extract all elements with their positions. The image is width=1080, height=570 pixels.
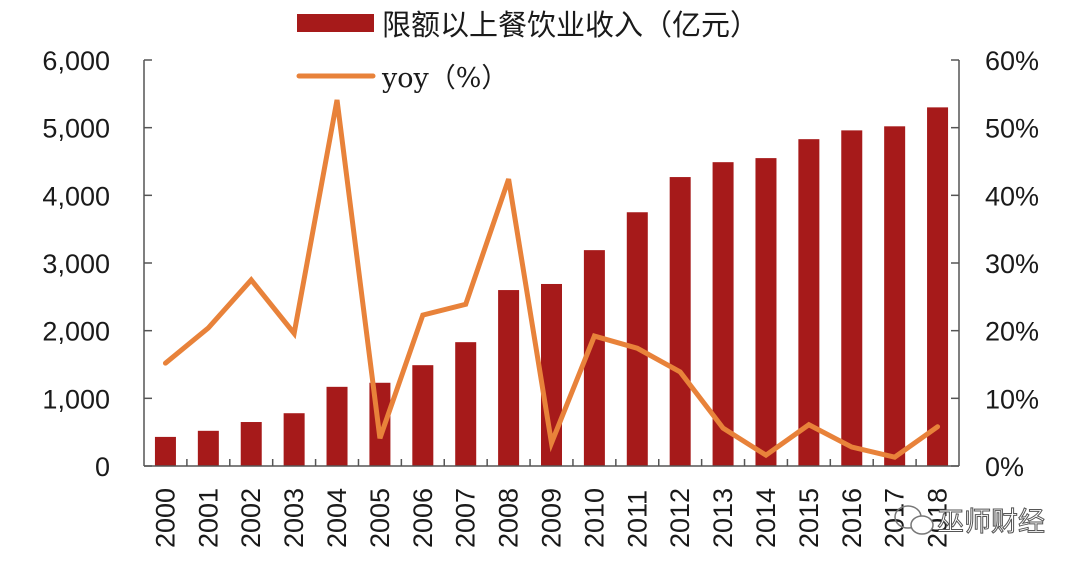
x-tick-label: 2016 <box>837 488 867 548</box>
x-tick-label: 2011 <box>622 490 652 548</box>
bar-2000 <box>154 436 176 466</box>
x-tick-label: 2003 <box>279 488 309 548</box>
right-axis-ticks: 0% 10% 20% 30% 40% 50% 60% <box>951 46 1039 482</box>
bar-2011 <box>626 212 648 466</box>
bar-2004 <box>326 386 348 466</box>
x-tick-label: 2010 <box>579 488 609 548</box>
x-tick-label: 2014 <box>751 488 781 548</box>
bar-2017 <box>884 126 906 467</box>
left-tick-label: 0 <box>95 452 110 482</box>
right-tick-label: 50% <box>985 114 1039 144</box>
right-tick-label: 30% <box>985 249 1039 279</box>
bar-2012 <box>669 177 691 466</box>
x-tick-label: 2006 <box>408 488 438 548</box>
bar-2007 <box>455 342 477 466</box>
right-tick-label: 40% <box>985 181 1039 211</box>
bar-2016 <box>841 130 863 466</box>
x-tick-label: 2015 <box>794 488 824 548</box>
bar-2013 <box>712 162 734 466</box>
line-series <box>162 99 941 460</box>
x-tick-label: 2001 <box>193 488 223 548</box>
bar-2002 <box>240 422 262 466</box>
right-tick-label: 20% <box>985 317 1039 347</box>
legend-bar-label: 限额以上餐饮业收入（亿元） <box>382 8 759 42</box>
legend-bar-swatch <box>297 14 374 32</box>
x-tick-label: 2012 <box>665 488 695 548</box>
x-tick-label: 2008 <box>494 488 524 548</box>
x-axis-ticks: 2000 2001 2002 2003 2004 2005 2006 2007 2008 2009… <box>150 459 953 548</box>
left-tick-label: 6,000 <box>42 46 110 76</box>
bar-2008 <box>498 290 520 466</box>
bar-2018 <box>927 107 949 466</box>
left-tick-label: 2,000 <box>42 317 110 347</box>
x-tick-label: 2007 <box>451 488 481 548</box>
watermark-text: 巫师财经 <box>937 507 1045 538</box>
bar-2003 <box>283 413 305 466</box>
x-tick-label: 2004 <box>322 488 352 548</box>
bar-2015 <box>798 139 820 467</box>
x-tick-label: 2005 <box>365 488 395 548</box>
legend-line-label: yoy（%） <box>381 63 508 94</box>
right-tick-label: 60% <box>985 46 1039 76</box>
left-tick-label: 1,000 <box>42 384 110 414</box>
left-tick-label: 3,000 <box>42 249 110 279</box>
watermark: 巫师财经 <box>894 505 1046 539</box>
bar-2010 <box>583 250 605 466</box>
bar-series <box>154 107 949 467</box>
left-tick-label: 4,000 <box>42 181 110 211</box>
x-tick-label: 2013 <box>708 488 738 548</box>
x-tick-label: 2000 <box>150 488 180 548</box>
right-tick-label: 0% <box>985 452 1024 482</box>
left-tick-label: 5,000 <box>42 114 110 144</box>
wechat-icon <box>894 505 934 535</box>
x-tick-label: 2009 <box>537 488 567 548</box>
right-tick-label: 10% <box>985 384 1039 414</box>
yoy-line <box>162 99 941 460</box>
x-tick-label: 2002 <box>236 488 266 548</box>
left-axis-ticks: 0 1,000 2,000 3,000 4,000 5,000 6,000 <box>42 46 152 482</box>
bar-2001 <box>197 430 219 466</box>
bar-2014 <box>755 158 777 466</box>
legend: 限额以上餐饮业收入（亿元） yoy（%） <box>296 8 759 94</box>
bar-2006 <box>412 365 434 466</box>
